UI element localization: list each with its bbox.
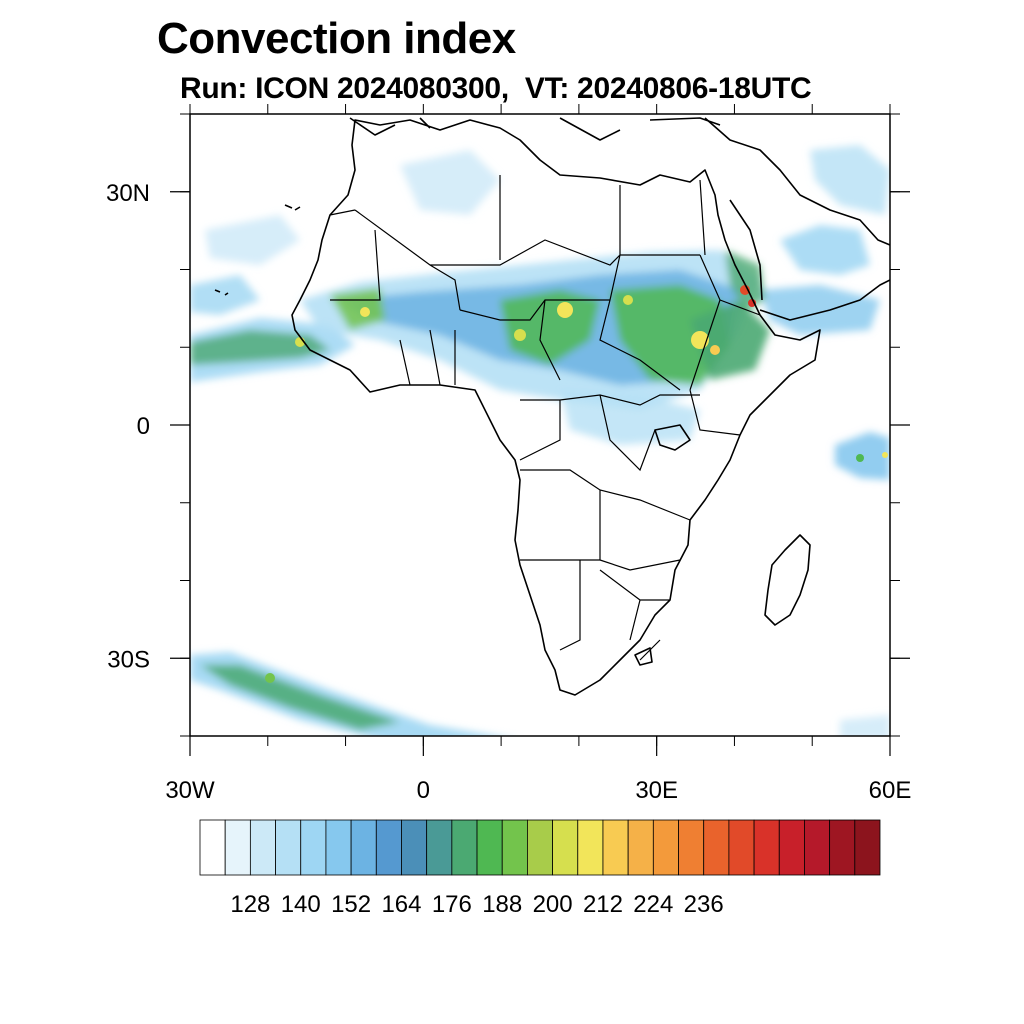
colorbar-swatch bbox=[728, 819, 755, 876]
map-subtitle: Run: ICON 2024080300, VT: 20240806-18UTC bbox=[180, 72, 812, 105]
colorbar-swatch bbox=[552, 819, 579, 876]
colorbar-label: 128 bbox=[230, 891, 270, 918]
hotspot bbox=[710, 345, 720, 355]
border-lines bbox=[329, 175, 761, 661]
lat-tick-label: 30S bbox=[107, 646, 150, 673]
colorbar-swatch bbox=[426, 819, 453, 876]
colorbar-swatch bbox=[199, 819, 226, 876]
colorbar-label: 164 bbox=[381, 891, 421, 918]
hotspot bbox=[265, 673, 275, 683]
colorbar-swatch bbox=[375, 819, 402, 876]
africa-coastline bbox=[291, 119, 821, 696]
lon-tick-label: 30W bbox=[165, 777, 215, 804]
convection-hotspots bbox=[265, 285, 888, 683]
lon-tick-label: 0 bbox=[417, 777, 430, 804]
colorbar-swatch bbox=[804, 819, 831, 876]
colorbar-swatch bbox=[451, 819, 478, 876]
colorbar-swatch bbox=[854, 819, 881, 876]
colorbar-swatch bbox=[778, 819, 805, 876]
field-north-arabia bbox=[810, 145, 890, 215]
colorbar-swatch bbox=[753, 819, 780, 876]
colorbar-label: 212 bbox=[583, 891, 623, 918]
coastline-layer bbox=[214, 117, 890, 696]
colorbar-label: 176 bbox=[432, 891, 472, 918]
colorbar-label: 188 bbox=[482, 891, 522, 918]
colorbar-swatch bbox=[829, 819, 856, 876]
colorbar-swatch bbox=[678, 819, 705, 876]
convection-fields bbox=[190, 145, 890, 736]
field-atlantic-band-core bbox=[190, 330, 330, 365]
hotspot bbox=[514, 329, 526, 341]
field-south-atlantic-band bbox=[190, 652, 496, 736]
colorbar-label: 236 bbox=[684, 891, 724, 918]
colorbar-swatch bbox=[350, 819, 377, 876]
lat-tick-label: 30N bbox=[106, 180, 150, 207]
lon-tick-label: 60E bbox=[869, 777, 912, 804]
colorbar-label: 140 bbox=[281, 891, 321, 918]
axis-ticks: 30W 0 30E 60E 30N 0 30S bbox=[106, 104, 911, 804]
colorbar-swatch bbox=[501, 819, 528, 876]
colorbar-swatch bbox=[527, 819, 553, 876]
lon-tick-label: 30E bbox=[635, 777, 678, 804]
hotspot bbox=[691, 331, 709, 349]
colorbar-label: 200 bbox=[533, 891, 573, 918]
lake-victoria bbox=[654, 424, 691, 451]
atlantic-islands bbox=[214, 204, 301, 296]
hotspot bbox=[882, 452, 888, 458]
hotspot bbox=[360, 307, 370, 317]
colorbar-label: 224 bbox=[633, 891, 673, 918]
madagascar-coastline bbox=[764, 534, 811, 626]
colorbar: 128 140 152 164 176 188 200 212 224 236 bbox=[199, 819, 881, 918]
colorbar-swatch bbox=[249, 819, 276, 876]
field-central-africa bbox=[560, 390, 700, 445]
hotspot bbox=[557, 302, 573, 318]
arabia-coastline bbox=[704, 117, 890, 321]
colorbar-swatch bbox=[325, 819, 352, 876]
colorbar-swatch bbox=[703, 819, 730, 876]
colorbar-swatch bbox=[275, 819, 302, 876]
hotspot bbox=[623, 295, 633, 305]
field-nigeria-cluster bbox=[500, 290, 600, 365]
colorbar-label: 152 bbox=[331, 891, 371, 918]
colorbar-swatch bbox=[300, 819, 327, 876]
field-arabia bbox=[780, 225, 870, 275]
convection-shading bbox=[190, 145, 890, 736]
colorbar-swatch bbox=[224, 819, 251, 876]
colorbar-swatch bbox=[652, 819, 679, 876]
colorbar-swatch bbox=[577, 819, 604, 876]
field-sahara-north bbox=[400, 150, 500, 215]
field-yemen bbox=[760, 285, 880, 335]
field-south-east-corner bbox=[840, 715, 890, 736]
field-mauritania bbox=[205, 215, 300, 265]
field-ethiopia-cluster bbox=[690, 300, 770, 380]
colorbar-swatch bbox=[602, 819, 629, 876]
colorbar-swatch bbox=[627, 819, 654, 876]
map-title: Convection index bbox=[157, 14, 516, 63]
lesotho-outline bbox=[634, 647, 653, 666]
hotspot bbox=[856, 454, 864, 462]
field-senegal-cluster bbox=[330, 288, 385, 330]
mediterranean-coastline bbox=[349, 117, 721, 141]
lat-tick-label: 0 bbox=[137, 413, 150, 440]
colorbar-swatch bbox=[401, 819, 428, 876]
field-south-atlantic-core bbox=[200, 665, 400, 730]
country-borders bbox=[329, 175, 761, 661]
plot-frame bbox=[189, 113, 891, 737]
colorbar-swatch bbox=[476, 819, 503, 876]
